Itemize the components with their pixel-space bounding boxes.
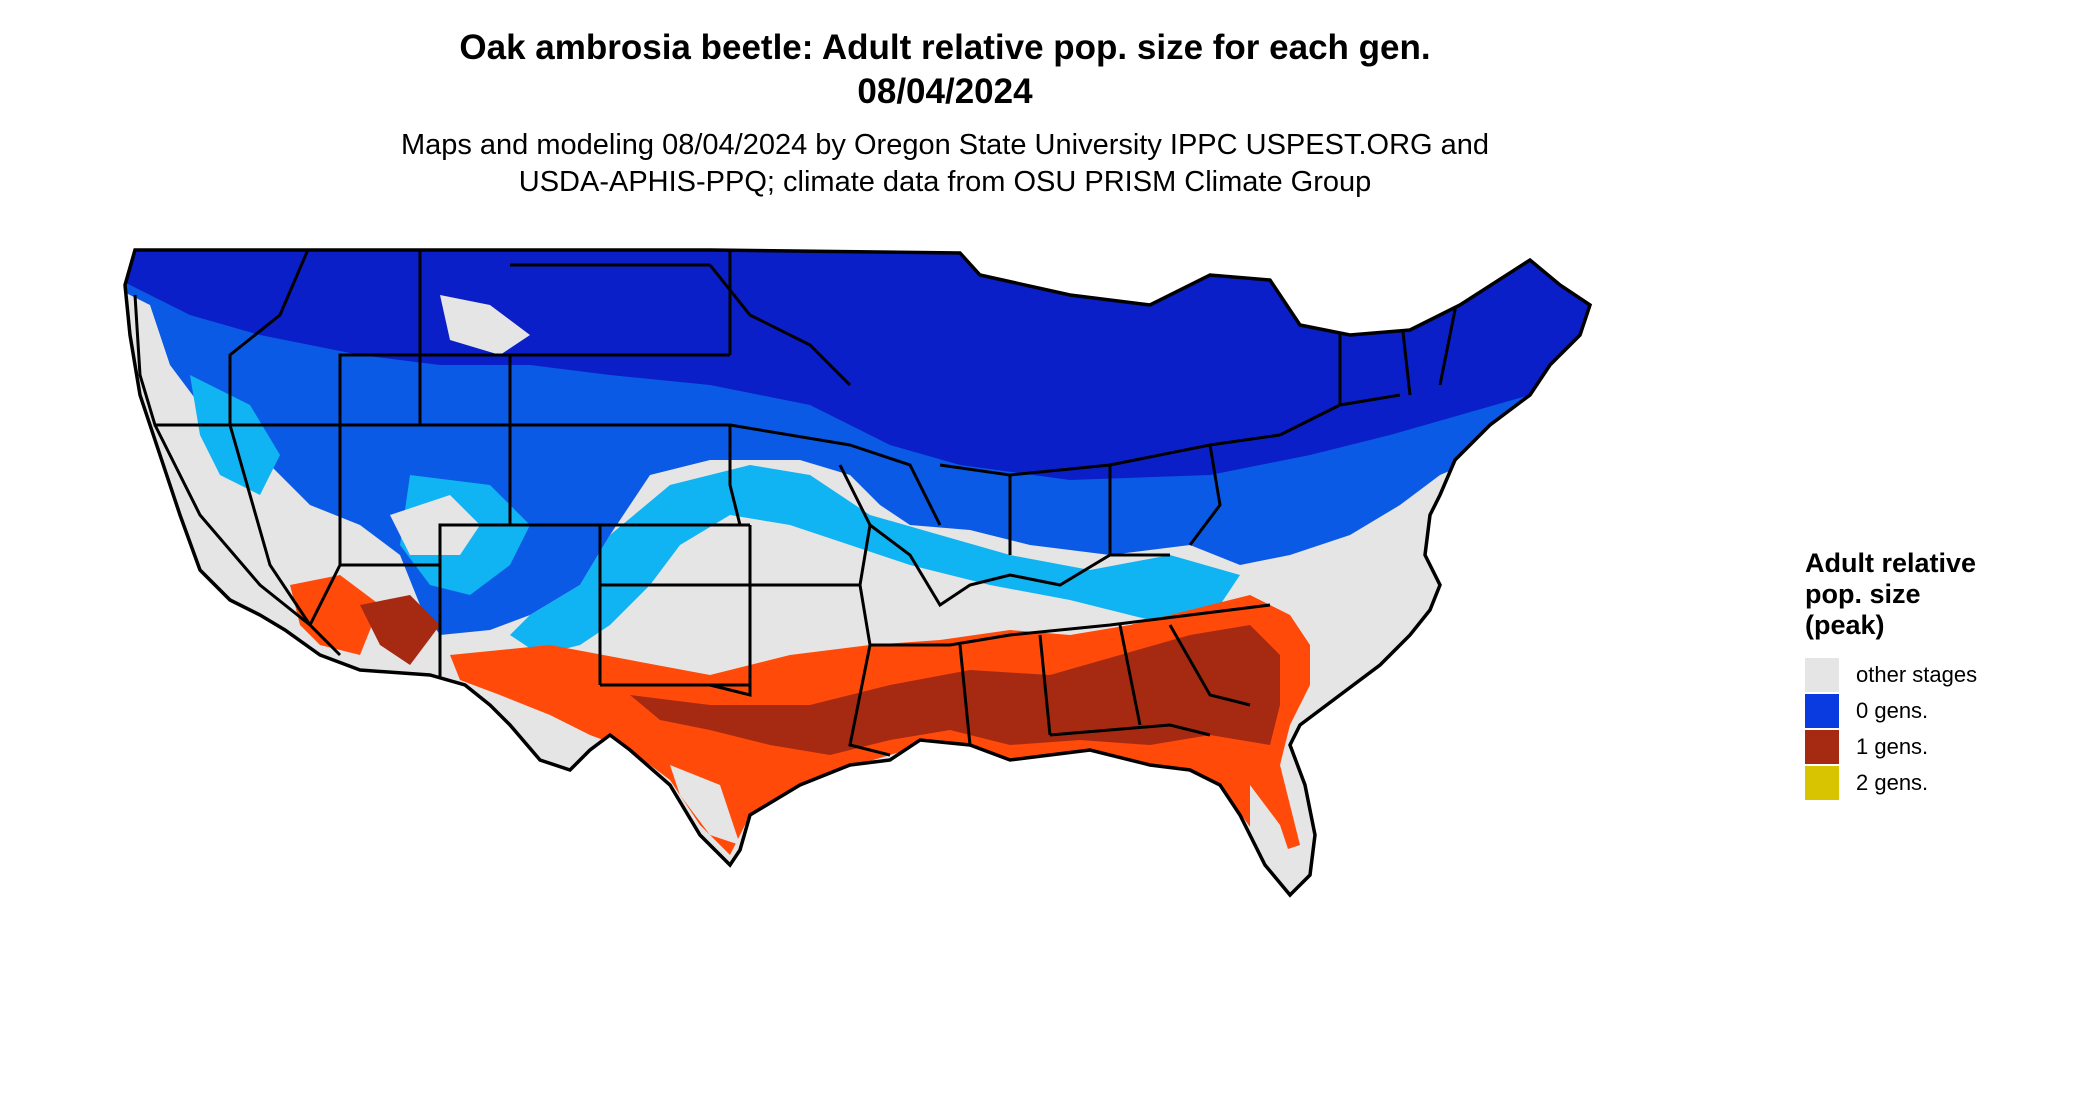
legend-label: 0 gens. — [1856, 698, 1929, 723]
one-gen-dark-area — [630, 625, 1280, 755]
legend-title: Adult relative pop. size (peak) — [1805, 548, 2065, 641]
legend-label: other stages — [1856, 662, 1978, 687]
legend-item-other-stages: other stages — [1805, 657, 2065, 693]
country-outline — [123, 248, 1593, 898]
other-stages-area — [390, 495, 480, 555]
map-credit-line-1: Maps and modeling 08/04/2024 by Oregon S… — [400, 129, 1490, 161]
legend-item-1-gens: 1 gens. — [1805, 729, 2065, 765]
legend-item-0-gens: 0 gens. — [1805, 693, 2065, 729]
us-generations-map — [123, 248, 1593, 898]
zero-gens-light-area — [510, 465, 1240, 655]
map-date: 08/04/2024 — [857, 72, 1033, 111]
legend-swatch — [1805, 694, 1839, 728]
other-stages-area — [670, 765, 740, 845]
legend-item-2-gens: 2 gens. — [1805, 765, 2065, 801]
legend-label: 2 gens. — [1856, 770, 1929, 795]
state-borders — [133, 250, 1462, 757]
legend-label: 1 gens. — [1856, 734, 1929, 759]
one-gen-dark-area — [360, 595, 440, 665]
legend-swatch — [1805, 658, 1839, 692]
legend-swatch — [1805, 730, 1839, 764]
legend-swatch — [1805, 766, 1839, 800]
one-gen-area — [290, 575, 380, 655]
map-title: Oak ambrosia beetle: Adult relative pop.… — [459, 28, 1431, 67]
legend-title-line: Adult relative — [1805, 548, 1977, 578]
map-legend: Adult relative pop. size (peak) other st… — [1805, 548, 2065, 801]
legend-title-line: pop. size — [1805, 579, 1921, 609]
map-credit-line-2: USDA-APHIS-PPQ; climate data from OSU PR… — [518, 166, 1372, 198]
other-stages-area — [440, 295, 530, 355]
zero-gens-light-area — [190, 375, 280, 495]
legend-title-line: (peak) — [1805, 610, 1885, 640]
